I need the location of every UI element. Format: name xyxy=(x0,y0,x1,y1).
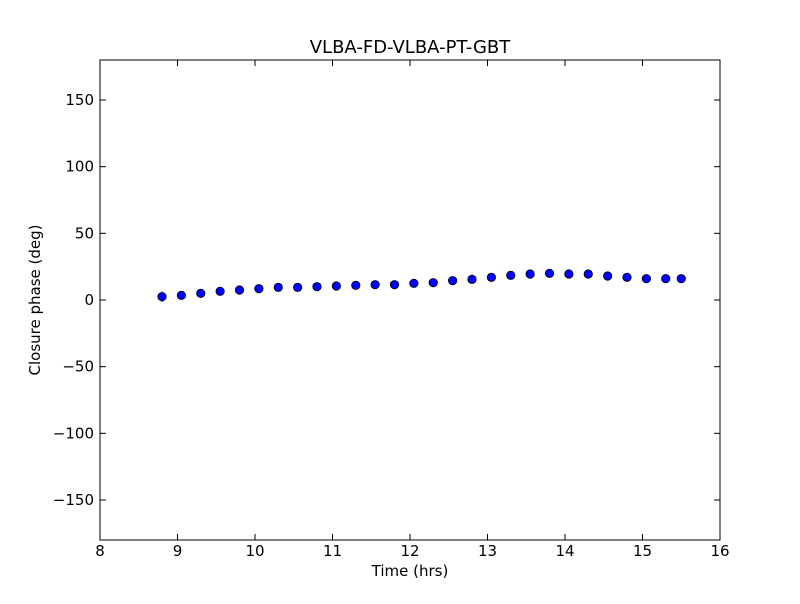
x-tick-labels: 8 9 10 11 12 13 14 15 16 xyxy=(95,542,729,560)
data-point xyxy=(544,268,555,278)
axis-ticks xyxy=(99,60,721,540)
y-tick-label: −150 xyxy=(53,491,94,509)
data-point xyxy=(676,274,686,284)
y-tick-labels: 150 100 50 0 −50 −100 −150 xyxy=(53,91,94,509)
y-tick-label: 150 xyxy=(65,91,94,109)
data-point xyxy=(331,281,341,291)
y-tick-label: 100 xyxy=(65,158,94,176)
y-tick-label: 0 xyxy=(84,291,94,309)
data-point xyxy=(351,280,361,290)
x-tick-label: 15 xyxy=(633,542,652,560)
data-point xyxy=(506,270,516,280)
x-tick-label: 8 xyxy=(95,542,105,560)
x-tick-label: 12 xyxy=(400,542,419,560)
x-axis-label: Time (hrs) xyxy=(371,562,449,580)
y-axis-label: Closure phase (deg) xyxy=(26,225,44,376)
data-point xyxy=(312,282,322,292)
data-point xyxy=(448,276,458,286)
data-point xyxy=(603,271,613,281)
y-tick-label: −100 xyxy=(53,424,94,442)
data-points xyxy=(157,268,686,302)
data-point xyxy=(389,280,400,290)
data-point xyxy=(661,274,671,284)
data-point xyxy=(370,280,380,290)
y-tick-label: 50 xyxy=(75,224,94,242)
data-point xyxy=(293,282,303,292)
y-tick-label: −50 xyxy=(62,358,94,376)
data-point xyxy=(525,269,535,279)
data-point xyxy=(583,269,593,279)
data-point xyxy=(428,278,438,288)
plot-frame xyxy=(99,59,721,541)
data-point xyxy=(273,282,283,292)
data-point xyxy=(234,285,245,295)
data-point xyxy=(641,274,651,284)
x-tick-label: 13 xyxy=(478,542,497,560)
data-point xyxy=(622,272,632,282)
x-tick-label: 16 xyxy=(710,542,729,560)
data-point xyxy=(467,274,477,284)
data-point xyxy=(157,292,167,302)
chart-title: VLBA-FD-VLBA-PT-GBT xyxy=(310,37,512,58)
data-point xyxy=(176,290,186,300)
x-tick-label: 9 xyxy=(173,542,183,560)
data-point xyxy=(215,286,225,296)
data-point xyxy=(564,269,574,279)
data-point xyxy=(254,284,264,294)
data-point xyxy=(409,278,419,288)
x-tick-label: 14 xyxy=(555,542,574,560)
plot-area xyxy=(100,60,720,540)
x-tick-label: 10 xyxy=(245,542,264,560)
data-point xyxy=(486,272,496,282)
x-tick-label: 11 xyxy=(323,542,342,560)
data-point xyxy=(196,288,206,298)
